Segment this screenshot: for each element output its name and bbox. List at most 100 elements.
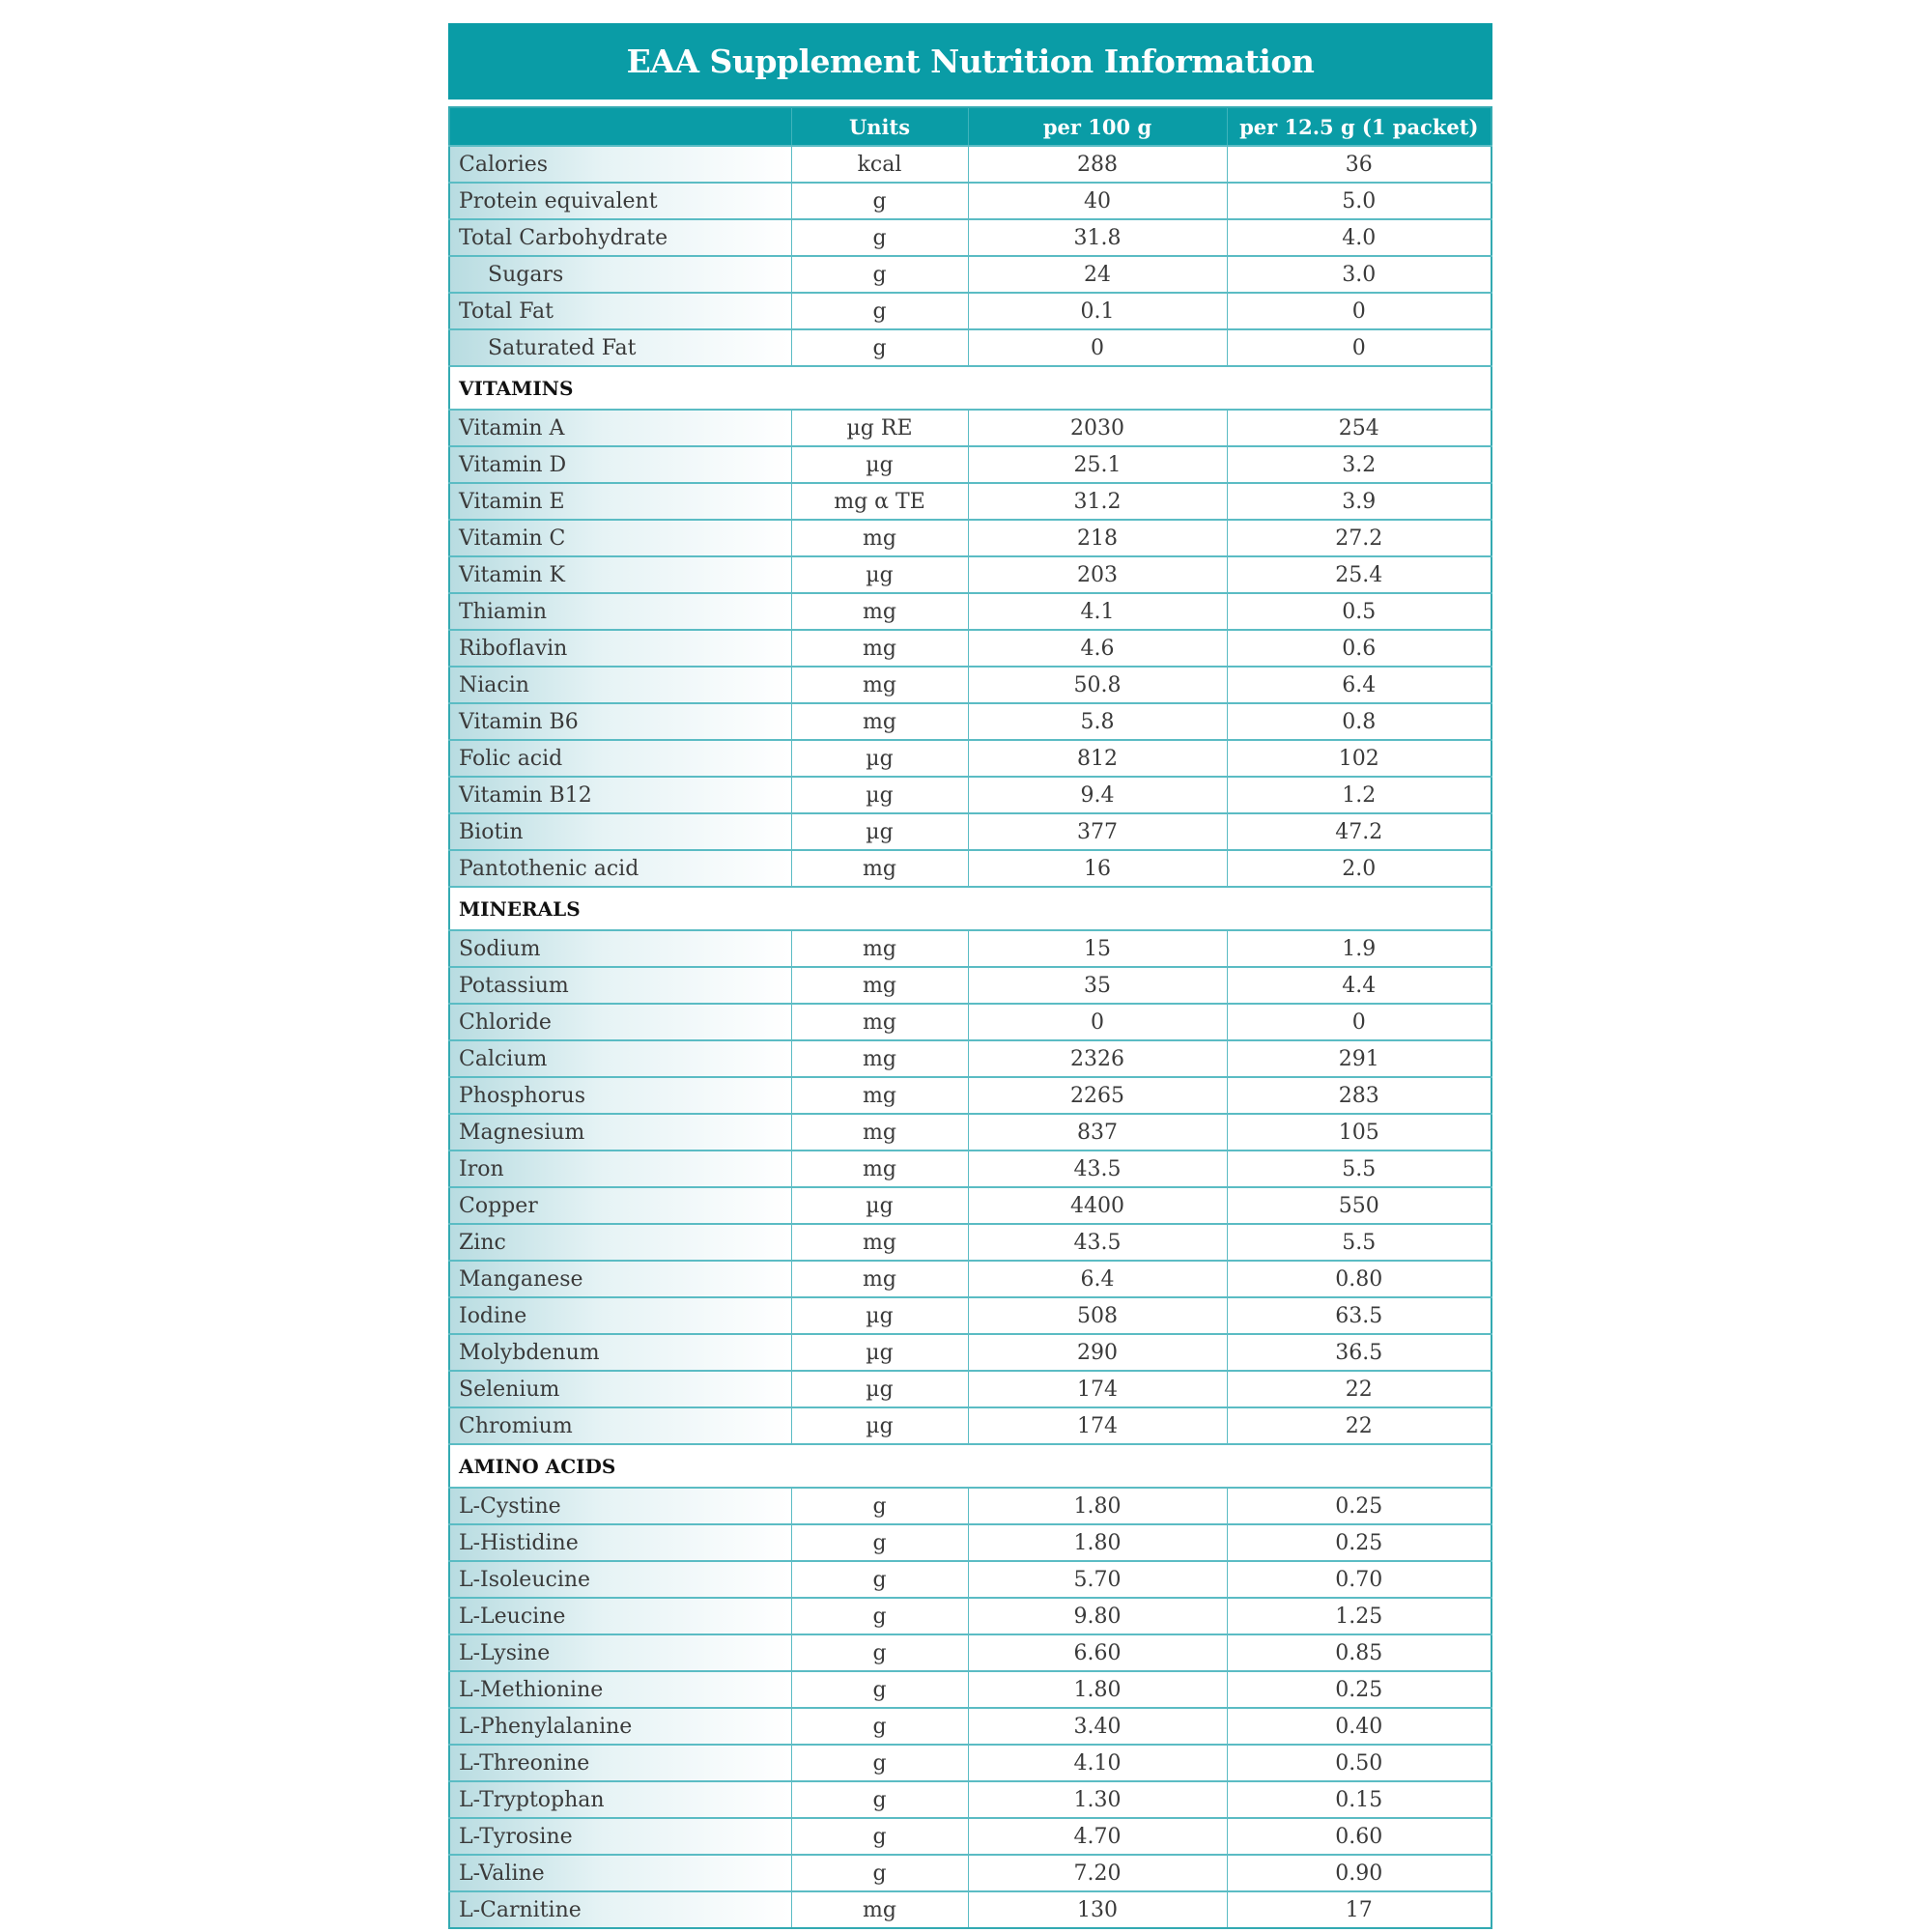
per-100g-cell: 0: [967, 1003, 1227, 1040]
section-heading: VITAMINS: [449, 365, 1492, 410]
per-100g-cell: 4400: [967, 1186, 1227, 1224]
table-row: L-Histidine g 1.80 0.25: [449, 1523, 1492, 1561]
unit-cell: g: [790, 1523, 968, 1561]
per-100g-cell: 812: [967, 739, 1227, 777]
per-100g-cell: 1.80: [967, 1487, 1227, 1524]
per-100g-cell: 377: [967, 812, 1227, 850]
unit-cell: µg: [790, 445, 968, 483]
per-100g-cell: 16: [967, 849, 1227, 887]
table-row: L-Threonine g 4.10 0.50: [449, 1744, 1492, 1781]
table-row: L-Tryptophan g 1.30 0.15: [449, 1780, 1492, 1818]
per-packet-cell: 22: [1226, 1406, 1492, 1444]
table-row: Total Fat g 0.1 0: [449, 292, 1492, 329]
per-packet-cell: 4.0: [1226, 218, 1492, 256]
table-row: Selenium µg 174 22: [449, 1370, 1492, 1407]
per-packet-cell: 0.50: [1226, 1744, 1492, 1781]
per-100g-cell: 43.5: [967, 1223, 1227, 1261]
unit-cell: mg: [790, 519, 968, 556]
per-packet-cell: 63.5: [1226, 1296, 1492, 1334]
nutrition-table: Units per 100 g per 12.5 g (1 packet) Ca…: [448, 106, 1492, 1929]
per-packet-cell: 0: [1226, 1003, 1492, 1040]
per-packet-cell: 1.9: [1226, 929, 1492, 967]
per-packet-cell: 0.90: [1226, 1854, 1492, 1891]
per-packet-cell: 2.0: [1226, 849, 1492, 887]
table-row: Iron mg 43.5 5.5: [449, 1150, 1492, 1187]
unit-cell: kcal: [790, 145, 968, 183]
per-packet-cell: 3.9: [1226, 482, 1492, 520]
nutrient-name: Calories: [449, 145, 791, 183]
nutrient-name: Pantothenic acid: [449, 849, 791, 887]
nutrient-name: L-Valine: [449, 1854, 791, 1891]
table-row: L-Carnitine mg 130 17: [449, 1890, 1492, 1928]
unit-cell: g: [790, 1487, 968, 1524]
nutrient-name: Vitamin B12: [449, 776, 791, 813]
per-100g-cell: 6.4: [967, 1260, 1227, 1297]
table-row: Molybdenum µg 290 36.5: [449, 1333, 1492, 1371]
table-row: Pantothenic acid mg 16 2.0: [449, 849, 1492, 887]
unit-cell: µg RE: [790, 409, 968, 446]
unit-cell: g: [790, 1780, 968, 1818]
nutrient-name: Iodine: [449, 1296, 791, 1334]
nutrient-name: Biotin: [449, 812, 791, 850]
nutrient-name: Thiamin: [449, 592, 791, 630]
unit-cell: g: [790, 292, 968, 329]
per-packet-cell: 5.0: [1226, 182, 1492, 219]
unit-cell: mg: [790, 1076, 968, 1114]
per-100g-cell: 15: [967, 929, 1227, 967]
unit-cell: g: [790, 328, 968, 366]
nutrient-name: L-Leucine: [449, 1597, 791, 1634]
table-row: Niacin mg 50.8 6.4: [449, 666, 1492, 703]
per-packet-cell: 36: [1226, 145, 1492, 183]
per-100g-cell: 9.4: [967, 776, 1227, 813]
per-100g-cell: 4.70: [967, 1817, 1227, 1855]
table-row: L-Methionine g 1.80 0.25: [449, 1670, 1492, 1708]
nutrient-name: Saturated Fat: [449, 328, 791, 366]
per-100g-cell: 218: [967, 519, 1227, 556]
table-row: Riboflavin mg 4.6 0.6: [449, 629, 1492, 667]
column-header-per-packet: per 12.5 g (1 packet): [1226, 107, 1492, 146]
table-row: Biotin µg 377 47.2: [449, 812, 1492, 850]
table-row: Saturated Fat g 0 0: [449, 328, 1492, 366]
per-100g-cell: 1.30: [967, 1780, 1227, 1818]
nutrient-name: Potassium: [449, 966, 791, 1004]
per-packet-cell: 0: [1226, 328, 1492, 366]
per-100g-cell: 130: [967, 1890, 1227, 1928]
per-100g-cell: 4.6: [967, 629, 1227, 667]
table-row: Thiamin mg 4.1 0.5: [449, 592, 1492, 630]
per-100g-cell: 0: [967, 328, 1227, 366]
nutrient-name: L-Tyrosine: [449, 1817, 791, 1855]
table-row: Copper µg 4400 550: [449, 1186, 1492, 1224]
per-100g-cell: 7.20: [967, 1854, 1227, 1891]
per-100g-cell: 4.1: [967, 592, 1227, 630]
per-100g-cell: 35: [967, 966, 1227, 1004]
unit-cell: mg: [790, 966, 968, 1004]
unit-cell: µg: [790, 812, 968, 850]
per-100g-cell: 290: [967, 1333, 1227, 1371]
table-row: L-Leucine g 9.80 1.25: [449, 1597, 1492, 1634]
per-packet-cell: 102: [1226, 739, 1492, 777]
nutrient-name: Vitamin E: [449, 482, 791, 520]
unit-cell: mg: [790, 1113, 968, 1151]
per-100g-cell: 24: [967, 255, 1227, 293]
unit-cell: µg: [790, 776, 968, 813]
unit-cell: mg: [790, 666, 968, 703]
per-100g-cell: 1.80: [967, 1670, 1227, 1708]
unit-cell: µg: [790, 1186, 968, 1224]
unit-cell: g: [790, 1854, 968, 1891]
unit-cell: g: [790, 1560, 968, 1598]
per-100g-cell: 2326: [967, 1039, 1227, 1077]
unit-cell: g: [790, 218, 968, 256]
table-row: Calcium mg 2326 291: [449, 1039, 1492, 1077]
unit-cell: µg: [790, 1406, 968, 1444]
nutrient-name: L-Isoleucine: [449, 1560, 791, 1598]
table-row: Sugars g 24 3.0: [449, 255, 1492, 293]
unit-cell: mg: [790, 1223, 968, 1261]
per-packet-cell: 1.25: [1226, 1597, 1492, 1634]
per-packet-cell: 0.8: [1226, 702, 1492, 740]
table-row: Sodium mg 15 1.9: [449, 929, 1492, 967]
table-row: Magnesium mg 837 105: [449, 1113, 1492, 1151]
per-packet-cell: 0.25: [1226, 1670, 1492, 1708]
nutrient-name: Sodium: [449, 929, 791, 967]
per-100g-cell: 0.1: [967, 292, 1227, 329]
